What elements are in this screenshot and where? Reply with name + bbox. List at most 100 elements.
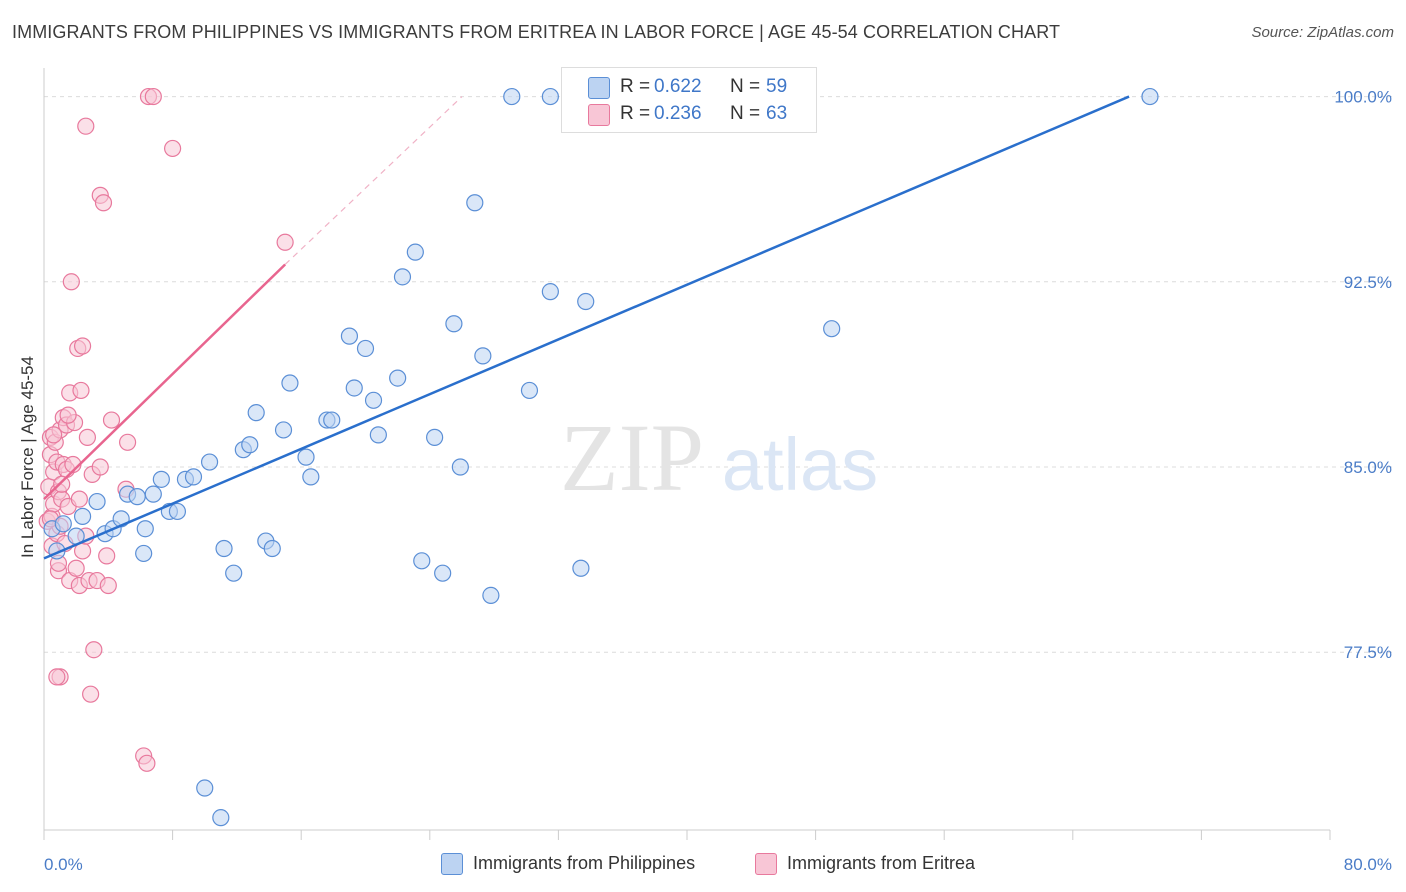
legend-label-eritrea: Immigrants from Eritrea xyxy=(787,853,976,873)
gridlines xyxy=(44,96,1392,653)
philippines-point xyxy=(263,539,281,558)
philippines-point xyxy=(241,436,259,454)
philippines-point xyxy=(88,492,106,511)
eritrea-point xyxy=(53,475,71,493)
philippines-point xyxy=(144,485,162,503)
philippines-point xyxy=(393,268,412,286)
philippines-point xyxy=(128,488,146,506)
r-label: R = xyxy=(620,76,651,97)
source-label: Source: ZipAtlas.com xyxy=(1251,24,1394,41)
r-label: R = xyxy=(620,103,651,124)
philippines-point xyxy=(572,559,590,577)
watermark: ZIP atlas xyxy=(560,404,878,511)
legend-label-philippines: Immigrants from Philippines xyxy=(473,853,696,873)
philippines-point xyxy=(369,426,387,444)
eritrea-point xyxy=(164,139,182,158)
philippines-point xyxy=(135,544,153,563)
philippines-point xyxy=(323,411,341,429)
eritrea-trendline xyxy=(43,263,286,500)
watermark-zip: ZIP xyxy=(560,404,704,511)
philippines-point xyxy=(577,292,595,311)
watermark-atlas: atlas xyxy=(722,423,878,506)
eritrea-point xyxy=(102,411,121,429)
eritrea-point xyxy=(73,337,92,355)
philippines-point xyxy=(451,458,469,476)
philippines-point xyxy=(168,502,187,521)
philippines-point xyxy=(340,327,359,345)
philippines-point xyxy=(200,453,219,471)
eritrea-point xyxy=(98,547,116,565)
philippines-point xyxy=(503,87,521,106)
philippines-point xyxy=(466,194,484,212)
eritrea-point xyxy=(45,426,63,444)
chart-title: IMMIGRANTS FROM PHILIPPINES VS IMMIGRANT… xyxy=(12,22,1061,42)
n-value: 63 xyxy=(766,103,788,124)
philippines-point xyxy=(136,520,154,538)
r-value: 0.622 xyxy=(654,76,702,97)
eritrea-point xyxy=(144,87,162,106)
eritrea-point xyxy=(78,428,97,446)
n-value: 59 xyxy=(766,76,788,97)
eritrea-point xyxy=(94,194,113,212)
eritrea-point xyxy=(82,685,100,703)
philippines-point xyxy=(541,283,559,301)
philippines-trendline xyxy=(43,95,1130,560)
eritrea-point xyxy=(276,233,294,251)
philippines-point xyxy=(215,539,233,558)
y-tick-label: 92.5% xyxy=(1344,273,1392,292)
eritrea-point xyxy=(118,433,137,451)
eritrea-points xyxy=(38,87,294,772)
y-tick-label: 77.5% xyxy=(1344,643,1392,662)
philippines-point xyxy=(426,428,444,446)
philippines-point xyxy=(196,779,214,797)
x-tick-min: 0.0% xyxy=(44,855,83,874)
philippines-point xyxy=(247,404,265,422)
x-tick-max: 80.0% xyxy=(1344,855,1392,874)
philippines-point xyxy=(520,381,539,400)
philippines-point xyxy=(297,448,315,466)
y-tick-label: 85.0% xyxy=(1344,458,1392,477)
eritrea-trend-extension xyxy=(284,96,463,265)
y-tick-label: 100.0% xyxy=(1334,88,1392,107)
philippines-point xyxy=(212,809,230,827)
philippines-point xyxy=(474,347,492,365)
philippines-point xyxy=(225,564,243,582)
philippines-point xyxy=(482,586,500,605)
r-value: 0.236 xyxy=(654,103,702,124)
philippines-point xyxy=(541,87,559,106)
n-label: N = xyxy=(730,103,761,124)
philippines-point xyxy=(345,379,363,397)
philippines-point xyxy=(823,320,841,338)
philippines-point xyxy=(184,468,203,486)
philippines-point xyxy=(445,315,463,333)
philippines-legend-icon xyxy=(441,853,463,875)
philippines-point xyxy=(434,564,452,582)
philippines-points xyxy=(43,87,1159,827)
philippines-point xyxy=(364,391,383,409)
philippines-swatch-icon xyxy=(588,77,610,99)
eritrea-point xyxy=(48,668,66,686)
eritrea-point xyxy=(67,559,85,577)
philippines-point xyxy=(389,369,407,387)
eritrea-point xyxy=(70,490,88,508)
philippines-point xyxy=(281,374,299,392)
n-label: N = xyxy=(730,76,761,97)
philippines-point xyxy=(54,515,72,533)
eritrea-point xyxy=(85,641,103,659)
philippines-point xyxy=(356,339,375,358)
eritrea-point xyxy=(99,576,117,595)
eritrea-point xyxy=(72,381,90,400)
philippines-point xyxy=(274,421,293,439)
philippines-point xyxy=(413,552,431,570)
eritrea-swatch-icon xyxy=(588,104,610,126)
eritrea-legend-icon xyxy=(755,853,777,875)
eritrea-point xyxy=(62,273,80,291)
trendlines xyxy=(43,95,1130,560)
philippines-point xyxy=(152,470,170,488)
y-tick-labels: 77.5% 85.0% 92.5% 100.0% xyxy=(1334,88,1392,663)
correlation-legend: R = 0.622 N = 59 R = 0.236 N = 63 xyxy=(561,67,817,133)
eritrea-point xyxy=(138,754,156,772)
philippines-point xyxy=(73,507,92,525)
philippines-point xyxy=(302,468,320,486)
